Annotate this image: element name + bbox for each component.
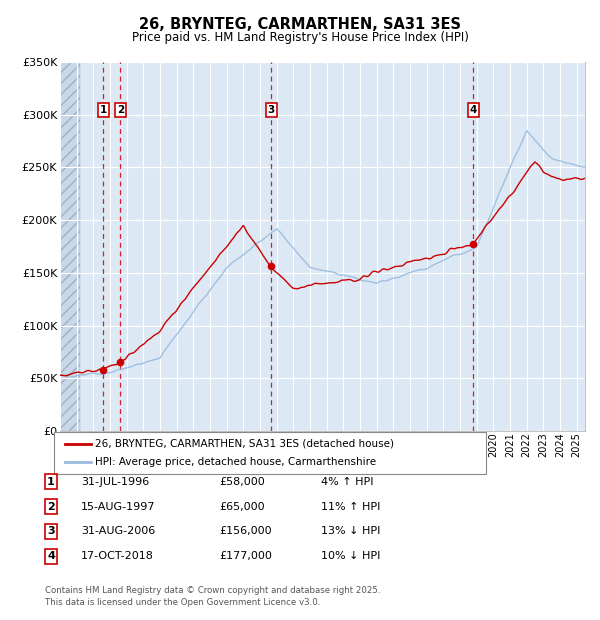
Text: 26, BRYNTEG, CARMARTHEN, SA31 3ES: 26, BRYNTEG, CARMARTHEN, SA31 3ES <box>139 17 461 32</box>
Text: HPI: Average price, detached house, Carmarthenshire: HPI: Average price, detached house, Carm… <box>95 458 376 467</box>
Text: 1: 1 <box>47 477 55 487</box>
Text: 13% ↓ HPI: 13% ↓ HPI <box>321 526 380 536</box>
Text: £58,000: £58,000 <box>219 477 265 487</box>
Text: 26, BRYNTEG, CARMARTHEN, SA31 3ES (detached house): 26, BRYNTEG, CARMARTHEN, SA31 3ES (detac… <box>95 439 394 449</box>
Text: £65,000: £65,000 <box>219 502 265 512</box>
Text: 1: 1 <box>100 105 107 115</box>
Text: 2: 2 <box>117 105 124 115</box>
Text: 17-OCT-2018: 17-OCT-2018 <box>81 551 154 561</box>
Text: 4: 4 <box>469 105 477 115</box>
Text: £156,000: £156,000 <box>219 526 272 536</box>
Text: 4: 4 <box>47 551 55 561</box>
Text: 2: 2 <box>47 502 55 512</box>
Text: This data is licensed under the Open Government Licence v3.0.: This data is licensed under the Open Gov… <box>45 598 320 608</box>
Text: Price paid vs. HM Land Registry's House Price Index (HPI): Price paid vs. HM Land Registry's House … <box>131 31 469 44</box>
Text: 31-AUG-2006: 31-AUG-2006 <box>81 526 155 536</box>
Text: Contains HM Land Registry data © Crown copyright and database right 2025.: Contains HM Land Registry data © Crown c… <box>45 586 380 595</box>
Bar <box>60 62 80 431</box>
Text: £177,000: £177,000 <box>219 551 272 561</box>
Text: 31-JUL-1996: 31-JUL-1996 <box>81 477 149 487</box>
Text: 11% ↑ HPI: 11% ↑ HPI <box>321 502 380 512</box>
Text: 10% ↓ HPI: 10% ↓ HPI <box>321 551 380 561</box>
Text: 15-AUG-1997: 15-AUG-1997 <box>81 502 155 512</box>
Text: 4% ↑ HPI: 4% ↑ HPI <box>321 477 373 487</box>
Text: 3: 3 <box>268 105 275 115</box>
Text: 3: 3 <box>47 526 55 536</box>
